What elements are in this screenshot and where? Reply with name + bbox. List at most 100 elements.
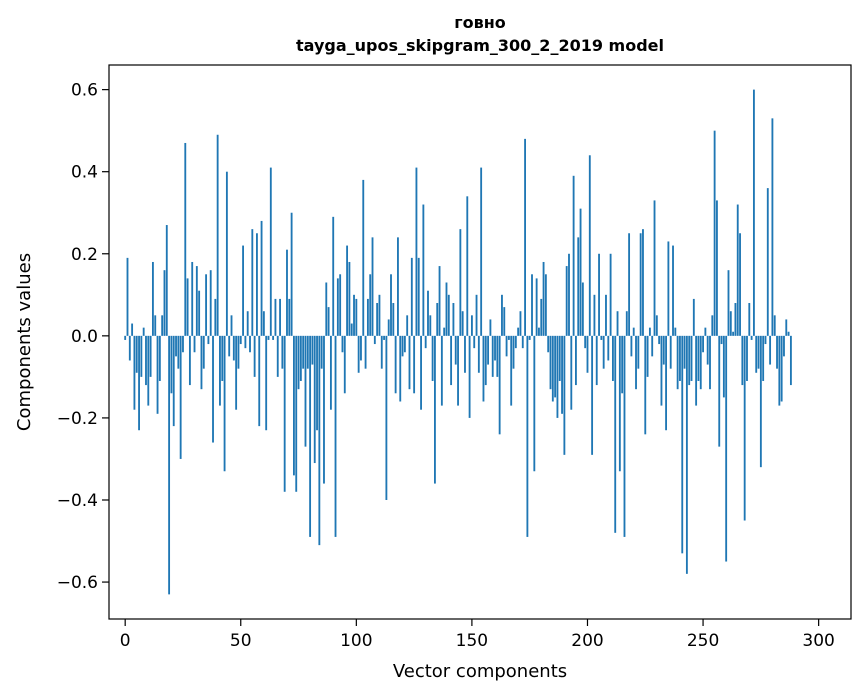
bar	[149, 335, 152, 377]
bar	[415, 167, 418, 336]
bar	[732, 331, 735, 336]
bar	[498, 335, 501, 435]
bar	[378, 294, 381, 336]
bar	[339, 274, 342, 336]
bar	[602, 335, 605, 369]
bar	[131, 323, 134, 336]
bar	[329, 335, 332, 410]
bar	[746, 335, 748, 381]
bar	[773, 315, 776, 336]
bar	[706, 335, 709, 365]
bar	[503, 307, 506, 336]
bar	[646, 335, 649, 377]
bar	[685, 335, 688, 574]
bar	[366, 298, 369, 336]
bar	[586, 335, 589, 373]
bar	[424, 335, 427, 349]
bar	[584, 335, 587, 349]
bar	[755, 335, 758, 373]
bar	[470, 315, 473, 336]
bar	[625, 311, 628, 336]
bar	[242, 245, 244, 336]
bar	[348, 261, 351, 336]
bar	[279, 298, 281, 336]
bar	[313, 335, 316, 464]
bar	[787, 331, 790, 336]
bar	[528, 335, 531, 340]
bar	[593, 294, 596, 336]
bar	[683, 335, 686, 369]
bar	[457, 335, 459, 406]
bar	[383, 335, 385, 340]
bar	[373, 335, 376, 345]
bar	[505, 335, 508, 357]
bar	[427, 290, 429, 336]
y-tick-label: 0.2	[71, 245, 98, 265]
bar	[334, 335, 337, 537]
bar	[722, 335, 725, 398]
bar	[251, 229, 254, 336]
bar	[609, 253, 612, 336]
bar	[142, 327, 145, 336]
bar	[156, 335, 159, 414]
bar	[512, 335, 515, 369]
bar	[311, 335, 314, 365]
bar	[410, 257, 413, 336]
bar	[202, 335, 205, 369]
bar	[140, 335, 143, 377]
bar	[635, 335, 637, 390]
bar	[748, 303, 751, 336]
bar	[182, 335, 184, 353]
bar	[369, 274, 372, 336]
bar	[320, 335, 323, 369]
bar	[676, 335, 679, 390]
bar	[697, 335, 700, 381]
bar	[452, 303, 455, 336]
bar	[288, 298, 291, 336]
bar	[581, 282, 584, 336]
bar	[533, 335, 536, 472]
bar	[360, 335, 362, 361]
y-tick-label: −0.6	[57, 573, 98, 593]
x-tick-label: 300	[802, 631, 834, 651]
bar	[716, 200, 718, 336]
bar	[484, 335, 487, 386]
bar	[318, 335, 321, 546]
bar	[316, 335, 318, 431]
bar	[739, 233, 741, 336]
bar	[639, 233, 642, 336]
bar	[473, 335, 476, 349]
bar	[438, 266, 441, 336]
bar	[757, 335, 760, 369]
bar	[443, 327, 446, 336]
bar	[158, 335, 161, 381]
bar	[551, 335, 554, 402]
bar	[184, 142, 187, 336]
chart-subtitle: tayga_upos_skipgram_300_2_2019 model	[296, 36, 664, 55]
bar	[177, 335, 180, 369]
bar	[403, 335, 406, 353]
bar	[390, 274, 392, 336]
bar	[618, 335, 621, 472]
bar	[759, 335, 762, 468]
bar	[501, 294, 503, 336]
bar	[219, 335, 221, 406]
bar	[623, 335, 626, 537]
bar	[440, 335, 443, 406]
bar	[269, 167, 272, 336]
bar	[699, 335, 702, 390]
bar	[346, 245, 349, 336]
bar	[207, 335, 210, 345]
bar	[191, 261, 194, 336]
bar	[244, 335, 247, 349]
bar	[667, 241, 670, 336]
bar	[477, 335, 480, 373]
bar	[644, 335, 647, 435]
bar	[595, 335, 598, 386]
bar	[286, 249, 288, 336]
bar	[669, 335, 672, 369]
bar	[480, 167, 483, 336]
bar	[299, 335, 302, 381]
bar	[658, 335, 661, 345]
